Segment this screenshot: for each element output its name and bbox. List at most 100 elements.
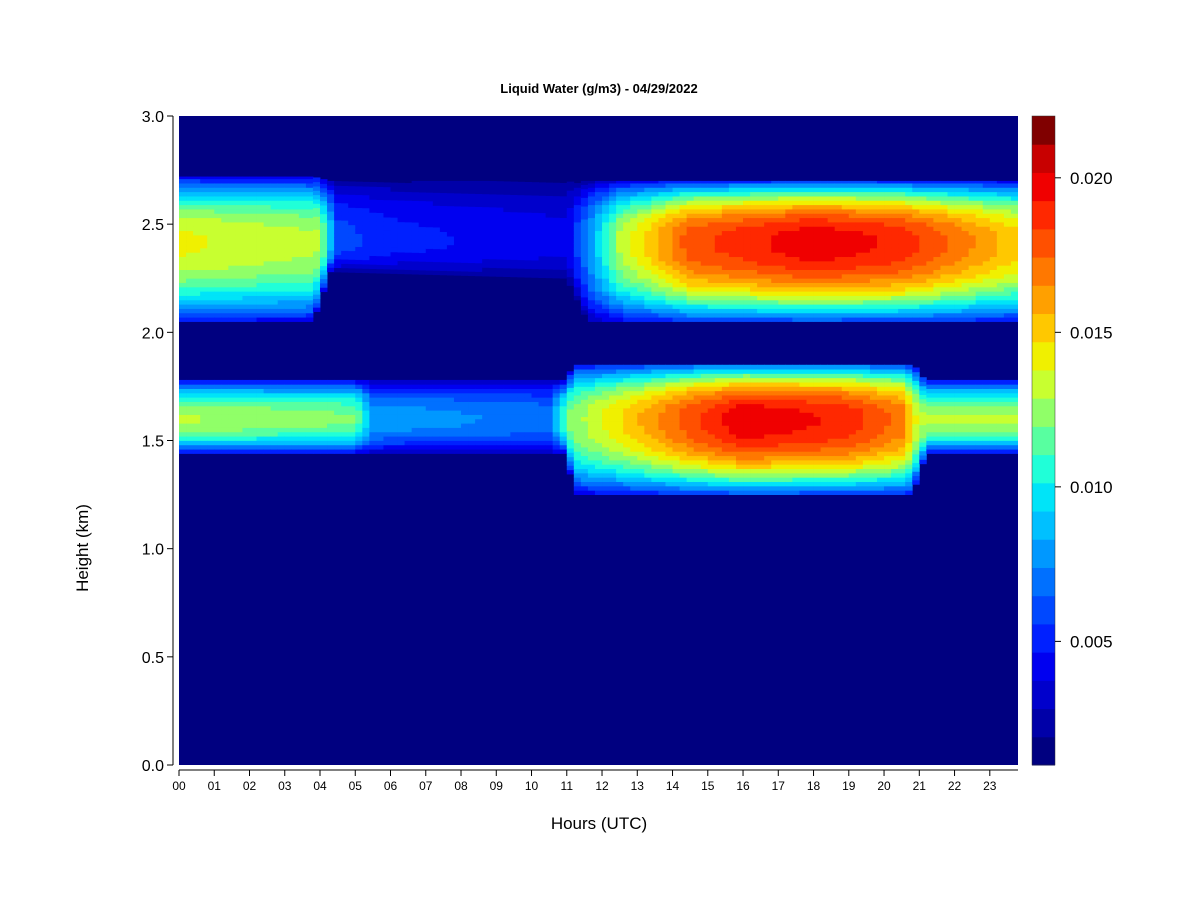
heatmap-cell — [743, 451, 751, 457]
heatmap-cell — [686, 472, 695, 478]
heatmap-cell — [672, 408, 680, 413]
heatmap-cell — [700, 412, 709, 418]
heatmap-cell — [179, 269, 187, 275]
heatmap-cell — [757, 200, 765, 206]
heatmap-cell — [235, 431, 243, 437]
heatmap-cell — [834, 183, 843, 188]
heatmap-cell — [242, 295, 250, 301]
heatmap-cell — [383, 238, 391, 244]
heatmap-cell — [193, 295, 201, 301]
heatmap-cell — [503, 216, 511, 221]
heatmap-cell — [735, 477, 744, 483]
heatmap-cell — [580, 305, 589, 311]
heatmap-cell — [475, 180, 483, 186]
heatmap-cell — [383, 186, 391, 192]
heatmap-cell — [559, 182, 568, 188]
heatmap-cell — [411, 191, 420, 197]
heatmap-cell — [362, 397, 370, 402]
heatmap-cell — [813, 209, 821, 214]
heatmap-cell — [813, 481, 821, 487]
heatmap-cell — [425, 384, 434, 389]
heatmap-cell — [686, 299, 695, 305]
heatmap-cell — [700, 295, 709, 301]
heatmap-cell — [320, 401, 328, 407]
heatmap-cell — [207, 295, 215, 301]
heatmap-cell — [503, 254, 511, 260]
heatmap-cell — [728, 481, 737, 487]
heatmap-cell — [411, 401, 420, 407]
heatmap-cell — [524, 194, 532, 200]
heatmap-cell — [432, 209, 441, 215]
heatmap-cell — [651, 485, 659, 491]
heatmap-cell — [489, 250, 497, 255]
heatmap-cell — [644, 282, 652, 288]
heatmap-cell — [658, 373, 666, 379]
heatmap-cell — [552, 397, 561, 402]
heatmap-cell — [792, 180, 800, 184]
heatmap-cell — [312, 220, 321, 226]
heatmap-cell — [820, 412, 829, 418]
heatmap-cell — [383, 230, 391, 235]
heatmap-cell — [771, 459, 779, 465]
heatmap-cell — [439, 266, 448, 271]
heatmap-cell — [475, 197, 483, 203]
heatmap-cell — [432, 253, 441, 258]
heatmap-cell — [757, 217, 765, 223]
heatmap-cell — [228, 200, 236, 206]
heatmap-cell — [200, 196, 208, 201]
heatmap-cell — [334, 418, 342, 424]
heatmap-cell — [305, 423, 314, 428]
heatmap-cell — [750, 222, 758, 227]
heatmap-cell — [855, 317, 864, 322]
heatmap-cell — [735, 265, 744, 270]
heatmap-cell — [193, 243, 201, 249]
heatmap-cell — [665, 364, 673, 370]
heatmap-cell — [270, 256, 279, 262]
heatmap-cell — [376, 397, 384, 402]
heatmap-cell — [714, 477, 723, 483]
heatmap-cell — [630, 247, 638, 253]
heatmap-cell — [686, 468, 695, 474]
heatmap-cell — [658, 421, 666, 426]
heatmap-cell — [707, 209, 716, 214]
heatmap-cell — [658, 403, 666, 409]
heatmap-cell — [291, 388, 300, 394]
heatmap-cell — [453, 388, 462, 394]
heatmap-cell — [270, 427, 279, 433]
heatmap-cell — [538, 418, 547, 424]
heatmap-cell — [369, 444, 377, 450]
heatmap-cell — [552, 414, 561, 420]
heatmap-cell — [186, 401, 194, 407]
heatmap-cell — [827, 260, 836, 266]
heatmap-cell — [630, 278, 638, 283]
heatmap-cell — [693, 477, 702, 483]
heatmap-cell — [249, 178, 257, 184]
heatmap-cell — [609, 416, 617, 422]
heatmap-cell — [369, 397, 377, 402]
heatmap-cell — [792, 312, 800, 318]
heatmap-cell — [468, 189, 476, 194]
heatmap-cell — [524, 379, 532, 385]
heatmap-cell — [545, 436, 554, 441]
heatmap-cell — [221, 222, 229, 227]
heatmap-cell — [263, 444, 272, 450]
heatmap-cell — [743, 364, 751, 370]
heatmap-cell — [764, 429, 772, 435]
heatmap-cell — [425, 213, 434, 219]
heatmap-cell — [362, 246, 370, 252]
heatmap-cell — [820, 260, 829, 266]
heatmap-cell — [602, 386, 610, 392]
heatmap-cell — [735, 273, 744, 279]
heatmap-cell — [827, 459, 836, 465]
heatmap-cell — [524, 431, 532, 437]
heatmap-cell — [806, 399, 814, 405]
heatmap-cell — [686, 204, 695, 210]
heatmap-cell — [630, 373, 638, 379]
heatmap-cell — [341, 250, 349, 256]
heatmap-cell — [270, 308, 279, 314]
heatmap-cell — [806, 317, 814, 322]
heatmap-cell — [841, 243, 850, 249]
heatmap-cell — [700, 485, 709, 491]
heatmap-cell — [256, 379, 264, 385]
heatmap-cell — [841, 273, 850, 279]
